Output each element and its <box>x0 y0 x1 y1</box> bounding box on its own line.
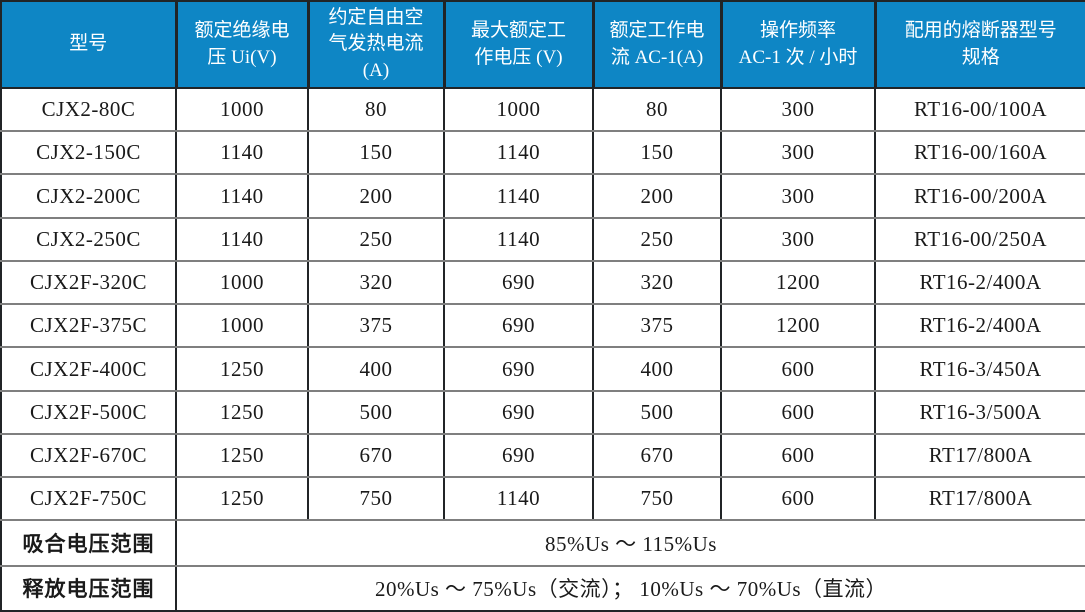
cell-value: 1140 <box>175 130 309 176</box>
cell-fuse: RT16-00/200A <box>874 173 1085 219</box>
cell-value: 375 <box>592 303 722 349</box>
cell-fuse: RT16-00/160A <box>874 130 1085 176</box>
table-row: CJX2-250C 1140 250 1140 250 300 RT16-00/… <box>0 216 1085 262</box>
column-header-max-voltage: 最大额定工 作电压 (V) <box>442 0 595 89</box>
cell-model: CJX2F-750C <box>0 476 177 522</box>
cell-value: 1000 <box>175 259 309 306</box>
cell-model: CJX2F-320C <box>0 259 177 306</box>
cell-value: 1140 <box>175 216 309 262</box>
cell-fuse: RT16-3/500A <box>874 389 1085 435</box>
cell-value: 500 <box>307 389 445 435</box>
cell-value: 400 <box>307 346 445 392</box>
release-voltage-value: 20%Us ～ 75%Us（交流）； 10%Us ～ 70%Us（直流） <box>175 564 1085 612</box>
column-header-fuse-spec: 配用的熔断器型号 规格 <box>873 0 1085 89</box>
table-row: CJX2-80C 1000 80 1000 80 300 RT16-00/100… <box>0 86 1085 133</box>
cell-value: 690 <box>443 303 594 349</box>
cell-value: 1200 <box>720 303 876 349</box>
cell-value: 80 <box>307 86 445 133</box>
cell-model: CJX2F-375C <box>0 303 177 349</box>
cell-fuse: RT16-2/400A <box>874 259 1085 306</box>
cell-value: 670 <box>592 432 722 479</box>
table-row: CJX2F-375C 1000 375 690 375 1200 RT16-2/… <box>0 303 1085 349</box>
cell-value: 690 <box>443 346 594 392</box>
cell-fuse: RT17/800A <box>874 476 1085 522</box>
cell-value: 690 <box>443 389 594 435</box>
cell-value: 690 <box>443 259 594 306</box>
cell-value: 200 <box>307 173 445 219</box>
cell-value: 750 <box>592 476 722 522</box>
cell-value: 250 <box>307 216 445 262</box>
cell-fuse: RT16-00/100A <box>874 86 1085 133</box>
table-row: CJX2-150C 1140 150 1140 150 300 RT16-00/… <box>0 130 1085 176</box>
cell-value: 150 <box>307 130 445 176</box>
cell-model: CJX2-150C <box>0 130 177 176</box>
cell-model: CJX2-80C <box>0 86 177 133</box>
release-voltage-row: 释放电压范围 20%Us ～ 75%Us（交流）； 10%Us ～ 70%Us（… <box>0 564 1085 612</box>
cell-value: 600 <box>720 346 876 392</box>
cell-value: 750 <box>307 476 445 522</box>
cell-value: 320 <box>307 259 445 306</box>
table-row: CJX2-200C 1140 200 1140 200 300 RT16-00/… <box>0 173 1085 219</box>
cell-value: 300 <box>720 86 876 133</box>
cell-value: 1000 <box>175 86 309 133</box>
cell-fuse: RT16-00/250A <box>874 216 1085 262</box>
cell-fuse: RT16-2/400A <box>874 303 1085 349</box>
cell-value: 375 <box>307 303 445 349</box>
cell-value: 200 <box>592 173 722 219</box>
cell-value: 600 <box>720 476 876 522</box>
cell-value: 1250 <box>175 389 309 435</box>
cell-value: 690 <box>443 432 594 479</box>
cell-value: 1000 <box>443 86 594 133</box>
cell-value: 320 <box>592 259 722 306</box>
pickup-voltage-value: 85%Us ～ 115%Us <box>175 519 1085 567</box>
pickup-voltage-label: 吸合电压范围 <box>0 519 177 567</box>
cell-model: CJX2-250C <box>0 216 177 262</box>
table-row: CJX2F-320C 1000 320 690 320 1200 RT16-2/… <box>0 259 1085 306</box>
cell-fuse: RT16-3/450A <box>874 346 1085 392</box>
cell-value: 300 <box>720 173 876 219</box>
cell-model: CJX2F-670C <box>0 432 177 479</box>
cell-value: 1000 <box>175 303 309 349</box>
column-header-model: 型号 <box>0 0 178 89</box>
pickup-voltage-row: 吸合电压范围 85%Us ～ 115%Us <box>0 519 1085 567</box>
cell-value: 600 <box>720 389 876 435</box>
table-row: CJX2F-750C 1250 750 1140 750 600 RT17/80… <box>0 476 1085 522</box>
cell-value: 300 <box>720 130 876 176</box>
table-row: CJX2F-670C 1250 670 690 670 600 RT17/800… <box>0 432 1085 479</box>
cell-model: CJX2F-400C <box>0 346 177 392</box>
cell-value: 600 <box>720 432 876 479</box>
cell-value: 1140 <box>443 130 594 176</box>
cell-value: 80 <box>592 86 722 133</box>
cell-model: CJX2F-500C <box>0 389 177 435</box>
cell-value: 1250 <box>175 476 309 522</box>
cell-value: 150 <box>592 130 722 176</box>
cell-value: 400 <box>592 346 722 392</box>
cell-value: 1200 <box>720 259 876 306</box>
cell-value: 1140 <box>175 173 309 219</box>
cell-value: 1140 <box>443 216 594 262</box>
column-header-ac1-current: 额定工作电 流 AC-1(A) <box>591 0 723 89</box>
cell-value: 1140 <box>443 476 594 522</box>
table-row: CJX2F-400C 1250 400 690 400 600 RT16-3/4… <box>0 346 1085 392</box>
cell-value: 250 <box>592 216 722 262</box>
cell-value: 1140 <box>443 173 594 219</box>
cell-value: 300 <box>720 216 876 262</box>
cell-model: CJX2-200C <box>0 173 177 219</box>
cell-value: 1250 <box>175 346 309 392</box>
cell-value: 500 <box>592 389 722 435</box>
column-header-insulation-voltage: 额定绝缘电 压 Ui(V) <box>174 0 310 89</box>
header-row: 型号 额定绝缘电 压 Ui(V) 约定自由空 气发热电流 (A) 最大额定工 作… <box>0 0 1085 89</box>
release-voltage-label: 释放电压范围 <box>0 564 177 612</box>
cell-fuse: RT17/800A <box>874 432 1085 479</box>
table-row: CJX2F-500C 1250 500 690 500 600 RT16-3/5… <box>0 389 1085 435</box>
column-header-thermal-current: 约定自由空 气发热电流 (A) <box>306 0 446 89</box>
cell-value: 670 <box>307 432 445 479</box>
cell-value: 1250 <box>175 432 309 479</box>
column-header-op-frequency: 操作频率 AC-1 次 / 小时 <box>719 0 877 89</box>
